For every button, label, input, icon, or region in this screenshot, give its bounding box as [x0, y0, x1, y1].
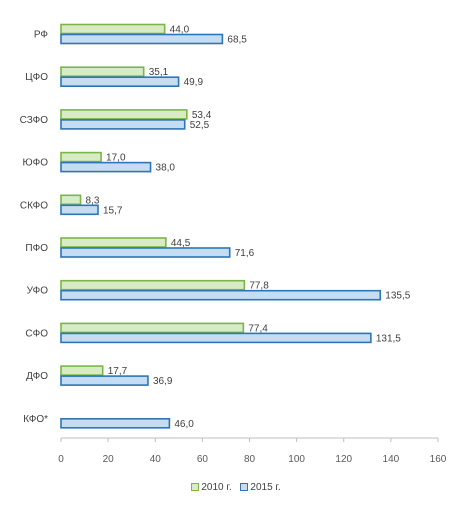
- x-tick-label-1: 20: [103, 454, 115, 465]
- data-label-2010г-6: 77,8: [249, 281, 269, 292]
- x-tick-label-8: 160: [430, 454, 447, 465]
- data-label-2010г-1: 35,1: [149, 67, 169, 78]
- legend-label-2010: 2010 г.: [201, 482, 232, 493]
- data-label-2015г-4: 15,7: [103, 205, 123, 216]
- data-label-2015г-5: 71,6: [235, 248, 255, 259]
- bar-2010г-4: [60, 194, 82, 206]
- bar-2010г-2: [60, 109, 188, 120]
- data-label-2015г-2: 52,5: [190, 120, 210, 131]
- data-label-2015г-8: 36,9: [153, 376, 173, 387]
- bar-2010г-7: [60, 322, 245, 334]
- x-tick-label-4: 80: [244, 454, 256, 465]
- x-tick-label-0: 0: [58, 454, 64, 465]
- x-tick-label-2: 40: [150, 454, 162, 465]
- bar-2015г-4: [60, 204, 99, 216]
- x-tick-label-3: 60: [197, 454, 209, 465]
- data-label-2010г-8: 17,7: [108, 366, 128, 377]
- bar-2010г-3: [60, 151, 102, 163]
- legend-label-2015: 2015 г.: [250, 482, 281, 493]
- bar-2010г-8: [60, 365, 104, 376]
- legend-item-2010: 2010 г.: [191, 482, 232, 493]
- bar-2010г-1: [60, 66, 145, 77]
- data-label-2015г-0: 68,5: [227, 35, 247, 46]
- bar-2015г-0: [60, 33, 224, 45]
- category-label-6: УФО: [27, 286, 49, 297]
- legend-swatch-2015: [240, 483, 249, 491]
- category-label-9: КФО*: [23, 414, 48, 425]
- labels-group: РФ 44,0 68,5 ЦФО 35,1 49,9 СЗФО 53,452,5 ЮФО 17,0…: [20, 25, 411, 430]
- data-label-2010г-5: 44,5: [171, 238, 191, 249]
- bar-2015г-9: [60, 417, 171, 429]
- bar-2015г-5: [60, 247, 231, 258]
- category-label-1: ЦФО: [25, 72, 48, 83]
- data-label-2010г-4: 8,3: [86, 195, 100, 206]
- bar-2015г-2: [60, 119, 186, 130]
- data-label-2010г-7: 77,4: [248, 323, 268, 334]
- legend-swatch-2010: [191, 483, 200, 491]
- category-label-7: СФО: [25, 328, 48, 339]
- bar-2015г-1: [60, 76, 180, 87]
- data-label-2010г-2: 53,4: [192, 110, 212, 121]
- data-label-2015г-9: 46,0: [174, 419, 194, 430]
- category-label-5: ПФО: [25, 243, 48, 254]
- bar-2015г-8: [60, 375, 149, 386]
- bar-2010г-5: [60, 237, 167, 248]
- data-label-2015г-3: 38,0: [156, 163, 176, 174]
- data-label-2010г-0: 44,0: [170, 25, 190, 36]
- data-label-2010г-3: 17,0: [106, 153, 126, 164]
- category-label-8: ДФО: [26, 371, 48, 382]
- category-label-4: СКФО: [20, 200, 48, 211]
- bars-group: [60, 23, 382, 429]
- data-label-2015г-7: 131,5: [376, 333, 401, 344]
- x-axis: 0 20 40 60 80 100 120 140 160: [58, 437, 447, 465]
- data-label-2015г-1: 49,9: [184, 77, 204, 88]
- legend: 2010 г. 2015 г.: [0, 482, 472, 493]
- category-label-0: РФ: [34, 30, 49, 41]
- category-label-2: СЗФО: [20, 115, 49, 126]
- category-label-3: ЮФО: [23, 158, 49, 169]
- bar-2015г-7: [60, 332, 372, 344]
- legend-item-2015: 2015 г.: [240, 482, 281, 493]
- x-tick-label-7: 140: [383, 454, 400, 465]
- bar-2015г-6: [60, 289, 382, 301]
- x-tick-label-6: 120: [335, 454, 352, 465]
- bar-2010г-6: [60, 279, 246, 291]
- x-tick-label-5: 100: [288, 454, 305, 465]
- bar-2015г-3: [60, 161, 152, 173]
- data-label-2015г-6: 135,5: [385, 291, 410, 302]
- bar-2010г-0: [60, 23, 166, 35]
